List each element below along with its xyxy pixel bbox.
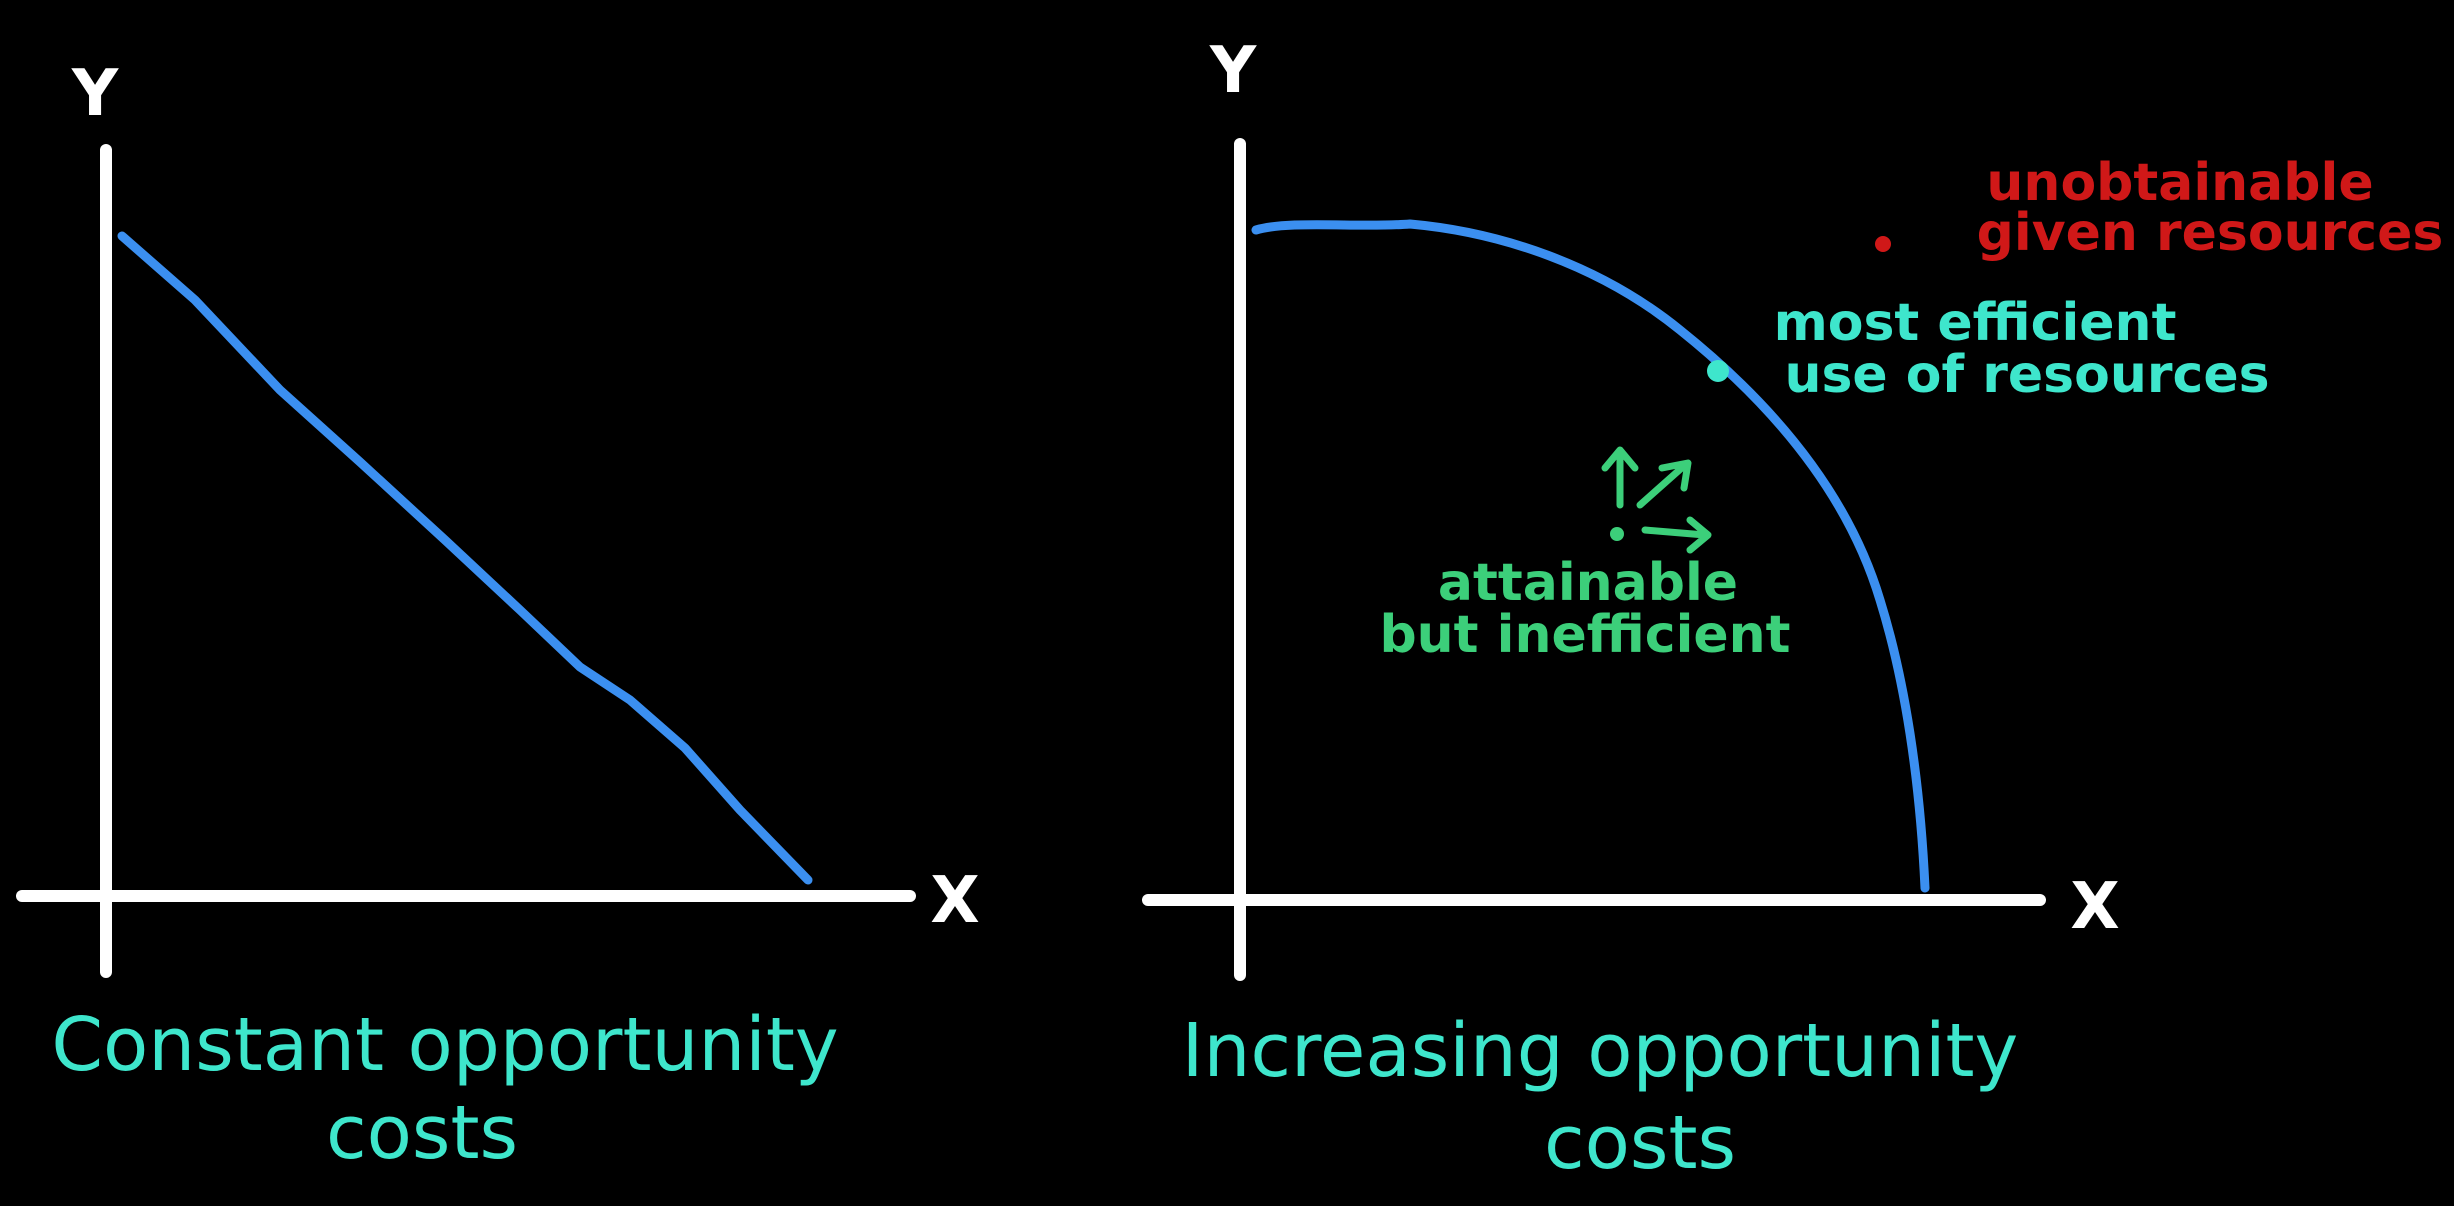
arrow-diagonal-icon: [1636, 459, 1692, 509]
inefficient-note-line1: attainable: [1438, 553, 1738, 613]
improvement-arrows: [1601, 446, 1712, 554]
right-graph: Y X unobtainable given resources most ef…: [1142, 34, 2444, 1186]
left-caption-line1: Constant opportunity: [51, 1002, 838, 1088]
constant-cost-ppf-line: [117, 231, 813, 885]
left-graph: Y X Constant opportunity costs: [16, 57, 980, 1176]
right-x-axis-label: X: [2070, 870, 2119, 944]
arrow-right-icon: [1641, 516, 1712, 554]
efficient-note-line1: most efficient: [1774, 293, 2177, 353]
inefficient-point: [1610, 527, 1624, 541]
right-y-axis-label: Y: [1209, 34, 1257, 108]
right-caption-line1: Increasing opportunity: [1182, 1008, 2019, 1094]
efficient-point: [1707, 360, 1729, 382]
left-y-axis-label: Y: [71, 57, 119, 131]
unobtainable-note-line1: unobtainable: [1986, 153, 2373, 213]
unobtainable-note-line2: given resources: [1977, 203, 2444, 263]
arrow-up-icon: [1601, 446, 1639, 509]
left-x-axis-label: X: [930, 864, 979, 938]
right-caption-line2: costs: [1544, 1100, 1736, 1186]
left-caption-line2: costs: [326, 1090, 518, 1176]
increasing-cost-ppf-curve: [1251, 219, 1930, 893]
inefficient-note-line2: but inefficient: [1379, 605, 1790, 665]
unobtainable-point: [1875, 236, 1891, 252]
efficient-note-line2: use of resources: [1784, 345, 2269, 405]
